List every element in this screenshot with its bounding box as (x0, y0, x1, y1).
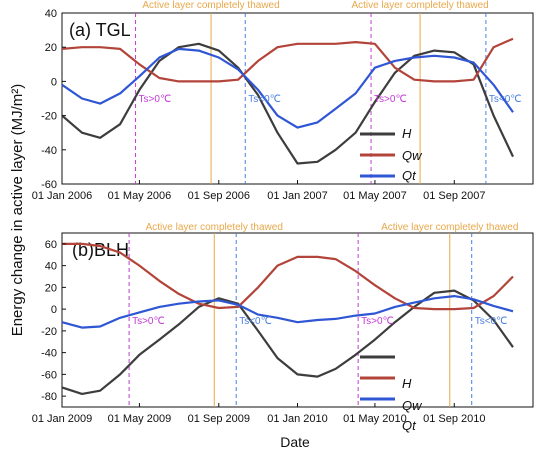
x-tick-label: 01 May 2010 (343, 413, 407, 425)
x-tick-label: 01 Sep 2010 (423, 413, 485, 425)
x-tick-label: 01 May 2009 (108, 413, 172, 425)
y-tick-label: -20 (41, 111, 57, 123)
annotation-label: Ts<0℃ (489, 94, 522, 105)
x-tick-label: 01 Jan 2010 (267, 413, 328, 425)
annotation-label: Ts>0℃ (139, 94, 172, 105)
annotation-label: Ts>0℃ (361, 316, 394, 327)
x-tick-label: 01 Sep 2009 (188, 413, 250, 425)
series-line-qw (61, 37, 514, 83)
series-line-qw (62, 242, 514, 311)
y-tick-label: 0 (51, 76, 57, 88)
x-tick-label: 01 May 2007 (343, 190, 407, 202)
panel-title-tgl: (a) TGL (69, 20, 131, 40)
annotation-label: Active layer completely thawed (142, 0, 279, 11)
y-tick-label: -60 (41, 179, 57, 191)
chart-panel-tgl: (a) TGL H Qw Qt -60 -40 -20 0 20 40 01 Jan 200… (32, 0, 534, 202)
x-tick-label: 01 Sep 2006 (188, 190, 250, 202)
legend-label-qt: Qt (402, 168, 417, 183)
x-tick-label: 01 Sep 2007 (423, 190, 485, 202)
series-line-qt (61, 295, 514, 329)
x-axis-label: Date (280, 434, 310, 450)
legend-label-qw: Qw (402, 398, 423, 413)
y-tick-label: 20 (45, 42, 57, 54)
legend-label-qw: Qw (402, 148, 423, 163)
annotation-label: Ts<0℃ (248, 94, 281, 105)
y-tick-label: 40 (45, 261, 57, 273)
x-tick-label: 01 Jan 2009 (32, 413, 93, 425)
series-line-h (61, 289, 514, 395)
y-tick-label: -20 (41, 326, 57, 338)
y-tick-label: 20 (45, 282, 57, 294)
x-tick-label: 01 Jan 2007 (267, 190, 328, 202)
legend-label-h: H (402, 126, 412, 141)
y-tick-label: 60 (45, 239, 57, 251)
annotation-label: Active layer completely thawed (351, 0, 488, 11)
legend-label-h: H (402, 376, 412, 391)
annotation-label: Ts<0℃ (475, 316, 508, 327)
y-tick-label: 0 (51, 304, 57, 316)
y-tick-label: -40 (41, 145, 57, 157)
annotation-label: Ts>0℃ (132, 316, 165, 327)
y-tick-label: -80 (41, 391, 57, 403)
annotation-label: Active layer completely thawed (146, 222, 283, 233)
y-tick-label: -60 (41, 369, 57, 381)
y-tick-label: -40 (41, 348, 57, 360)
y-axis-label: Energy change in active layer (MJ/m²) (9, 84, 26, 337)
annotation-label: Ts>0℃ (374, 94, 407, 105)
plot-frame (61, 12, 534, 185)
x-tick-label: 01 Jan 2006 (32, 190, 93, 202)
x-tick-label: 01 May 2006 (108, 190, 172, 202)
legend-label-qt: Qt (402, 418, 417, 433)
annotation-label: Ts<0℃ (239, 316, 272, 327)
series-line-qt (61, 47, 514, 129)
y-tick-label: 40 (45, 8, 57, 20)
annotation-label: Active layer completely thawed (381, 222, 518, 233)
series-line-h (61, 42, 514, 165)
